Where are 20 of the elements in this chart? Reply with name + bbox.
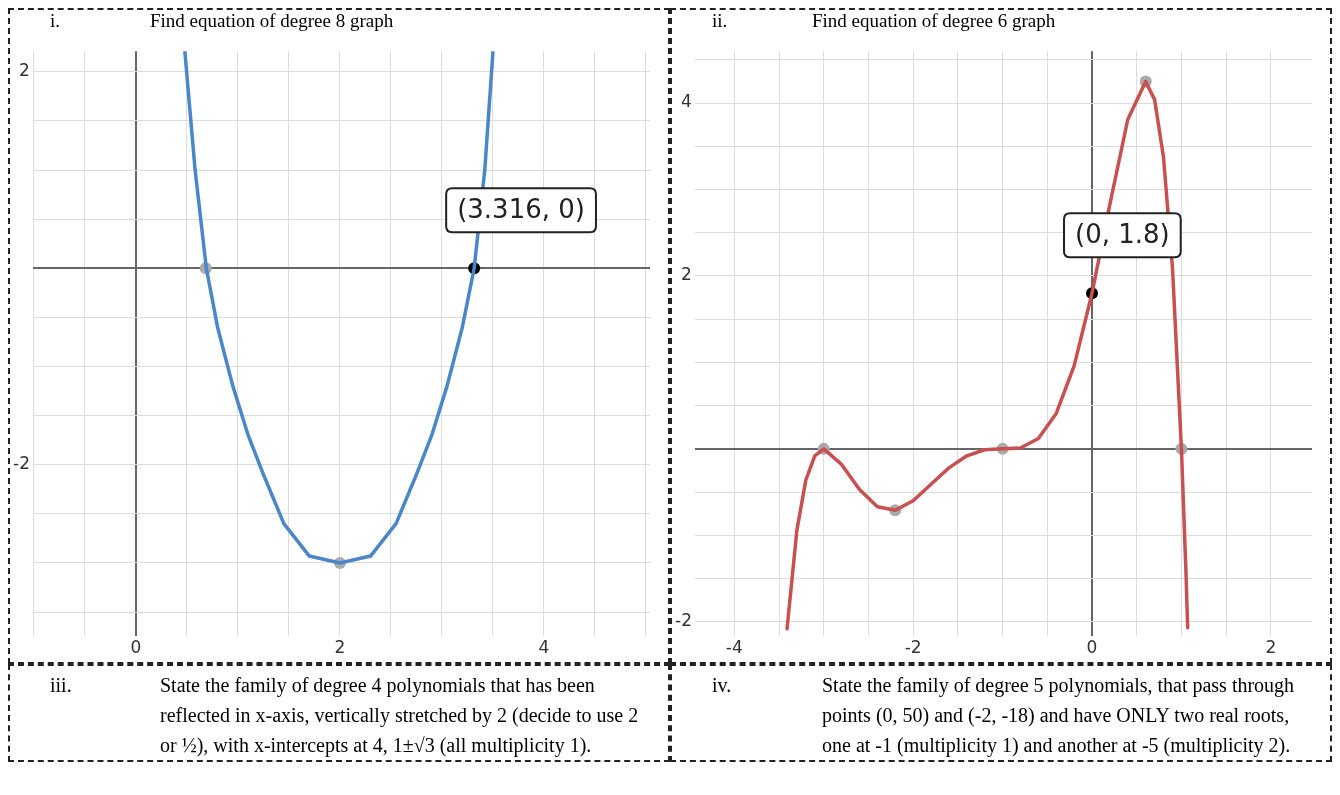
text: State the family of degree 5 polynomials, that pass through points (0, 50) and (-2, -18) and have ONLY two real roots, one at -1 (multiplicity 1) and another at -5 (multiplicity 2). (822, 673, 1296, 759)
x-tick-label: 4 (538, 637, 550, 658)
text: iii. (49, 673, 73, 698)
chart-title: Find equation of degree 8 graph (150, 10, 394, 33)
x-tick-label: 2 (334, 637, 346, 658)
x-tick-label: -4 (725, 637, 743, 658)
y-tick-label: 4 (681, 91, 692, 112)
text: i. (50, 10, 61, 31)
y-tick-label: 2 (681, 264, 692, 285)
annotation: (3.316, 0) (457, 194, 585, 225)
x-tick-label: 0 (1086, 637, 1098, 658)
x-tick-label: 0 (130, 637, 142, 658)
x-tick-label: 2 (1265, 637, 1277, 658)
text: ii. (712, 10, 728, 31)
text: State the family of degree 4 polynomials that has been reflected in x-axis, vertically stretched by 2 (decide to use 2 or ½), with x-intercepts at 4, 1±√3 (all multiplicity 1). (160, 673, 640, 759)
y-tick-label: -2 (675, 610, 692, 631)
chart-title: Find equation of degree 6 graph (812, 10, 1056, 33)
annotation: (0, 1.8) (1075, 219, 1170, 250)
text: iv. (711, 673, 733, 698)
x-tick-label: -2 (904, 637, 922, 658)
